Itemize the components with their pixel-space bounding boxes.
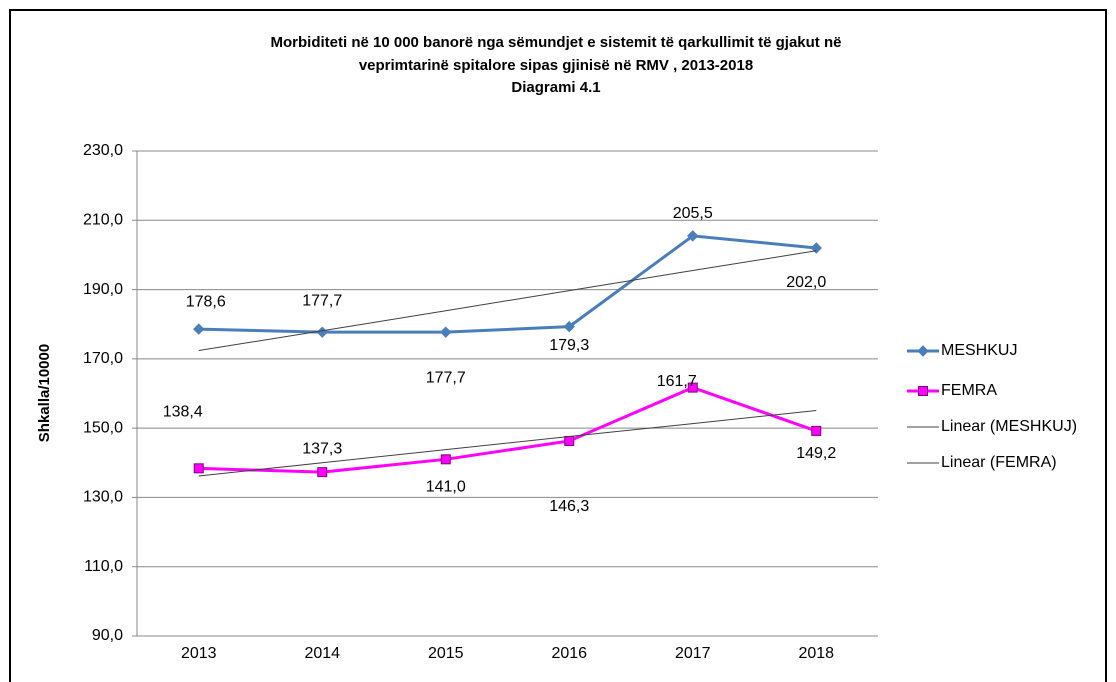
y-tick-label: 210,0 [83, 212, 123, 229]
point [810, 242, 822, 254]
data-label: 138,4 [163, 404, 203, 421]
y-tick-label: 170,0 [83, 350, 123, 367]
y-tick-label: 190,0 [83, 281, 123, 298]
y-tick-label: 90,0 [92, 627, 123, 644]
x-tick-label: 2014 [304, 645, 340, 662]
data-label: 178,6 [186, 293, 226, 310]
point [317, 467, 328, 478]
data-label: 161,7 [657, 373, 697, 390]
data-label: 177,7 [302, 292, 342, 309]
y-axis-label: Shkalla/10000 [36, 344, 53, 442]
point [564, 435, 575, 446]
x-tick-label: 2016 [551, 645, 587, 662]
data-label: 179,3 [549, 337, 589, 354]
series-line [198, 234, 817, 334]
point [193, 463, 204, 474]
data-label: 149,2 [796, 445, 836, 462]
point [687, 230, 699, 242]
point [563, 320, 575, 333]
trend-line [198, 409, 817, 477]
y-tick-label: 150,0 [83, 419, 123, 436]
point [440, 326, 452, 338]
legend-label: Linear (FEMRA) [941, 454, 1057, 471]
point [440, 454, 451, 465]
x-tick-label: 2017 [675, 645, 711, 662]
y-tick-label: 130,0 [83, 489, 123, 506]
chart-subtitle: veprimtarinë spitalore sipas gjinisë në … [359, 57, 753, 74]
point [687, 382, 698, 393]
legend-marker [918, 386, 928, 396]
legend-label: FEMRA [941, 382, 997, 399]
legend-label: MESHKUJ [941, 342, 1017, 359]
data-label: 177,7 [426, 369, 466, 386]
point [811, 425, 822, 436]
legend-marker [917, 345, 929, 357]
series-line [198, 386, 817, 474]
x-tick-label: 2018 [798, 645, 834, 662]
data-label: 202,0 [786, 274, 826, 291]
x-tick-label: 2015 [428, 645, 464, 662]
y-tick-label: 110,0 [84, 558, 123, 575]
trend-line [198, 250, 817, 352]
point [193, 323, 205, 335]
y-tick-label: 230,0 [83, 142, 123, 159]
data-label: 137,3 [302, 440, 342, 457]
chart-caption: Diagrami 4.1 [511, 79, 600, 96]
chart-title: Morbiditeti në 10 000 banorë nga sëmundj… [271, 34, 842, 51]
data-label: 146,3 [549, 498, 589, 515]
x-tick-label: 2013 [181, 645, 217, 662]
legend-label: Linear (MESHKUJ) [941, 418, 1077, 435]
data-label: 205,5 [673, 205, 713, 222]
data-label: 141,0 [426, 479, 466, 496]
